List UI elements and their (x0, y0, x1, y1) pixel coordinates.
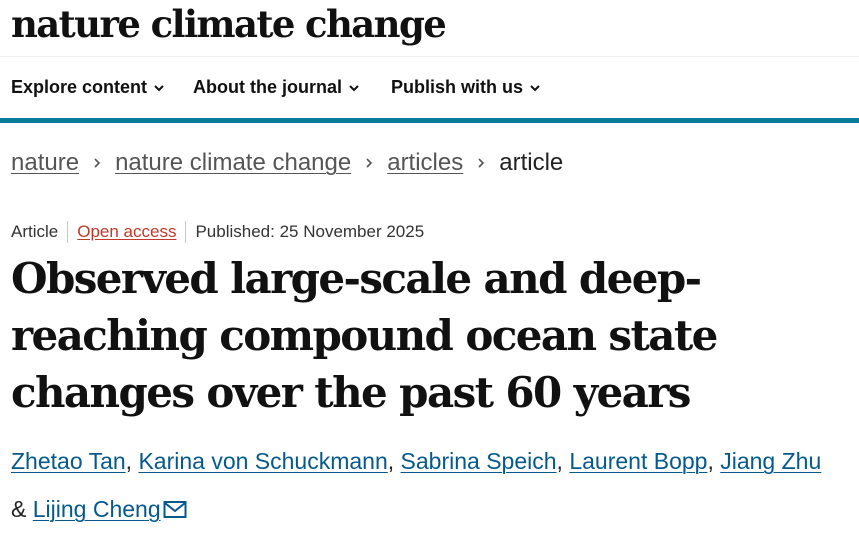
author-link[interactable]: Zhetao Tan (11, 448, 126, 474)
author-separator: , (125, 448, 133, 474)
author-link[interactable]: Laurent Bopp (569, 448, 708, 474)
author-conjunction: & (11, 496, 27, 522)
chevron-down-icon (349, 84, 359, 91)
chevron-right-icon (366, 158, 373, 168)
breadcrumb-current: article (499, 149, 564, 176)
corresponding-author-link[interactable]: Lijing Cheng (32, 496, 161, 522)
chevron-right-icon (478, 158, 485, 168)
breadcrumb-nature[interactable]: nature (11, 149, 80, 176)
nav-publish-with-us[interactable]: Publish with us (391, 57, 541, 118)
breadcrumb: nature nature climate change articles ar… (11, 149, 563, 177)
accent-divider (0, 118, 859, 123)
nav-item-label: About the journal (193, 77, 342, 97)
article-meta: Article Open access Published: 25 Novemb… (11, 221, 424, 243)
main-nav: Explore content About the journal Publis… (0, 57, 859, 118)
author-separator: , (707, 448, 714, 474)
author-list: Zhetao Tan, Karina von Schuckmann, Sabri… (11, 437, 856, 533)
nav-about-journal[interactable]: About the journal (193, 57, 360, 118)
published-date: Published: 25 November 2025 (195, 222, 425, 241)
author-separator: , (387, 448, 395, 474)
open-access-link[interactable]: Open access (77, 222, 177, 241)
nav-explore-content[interactable]: Explore content (11, 57, 165, 118)
nav-item-label: Publish with us (391, 77, 524, 97)
author-link[interactable]: Karina von Schuckmann (138, 448, 388, 474)
breadcrumb-articles[interactable]: articles (387, 149, 464, 176)
author-link[interactable]: Sabrina Speich (400, 448, 557, 474)
author-separator: , (556, 448, 563, 474)
nav-item-label: Explore content (11, 77, 148, 97)
chevron-down-icon (530, 84, 540, 91)
chevron-down-icon (154, 84, 164, 91)
journal-logo[interactable]: nature climate change (11, 2, 447, 46)
article-type: Article (11, 222, 59, 241)
author-link[interactable]: Jiang Zhu (720, 448, 822, 474)
meta-divider (67, 221, 69, 243)
mail-icon[interactable] (163, 500, 187, 520)
article-title: Observed large-scale and deep-reaching c… (11, 254, 718, 417)
meta-divider (185, 221, 187, 243)
chevron-right-icon (94, 158, 101, 168)
site-header: nature climate change (0, 0, 859, 57)
breadcrumb-nature-climate-change[interactable]: nature climate change (115, 149, 352, 176)
